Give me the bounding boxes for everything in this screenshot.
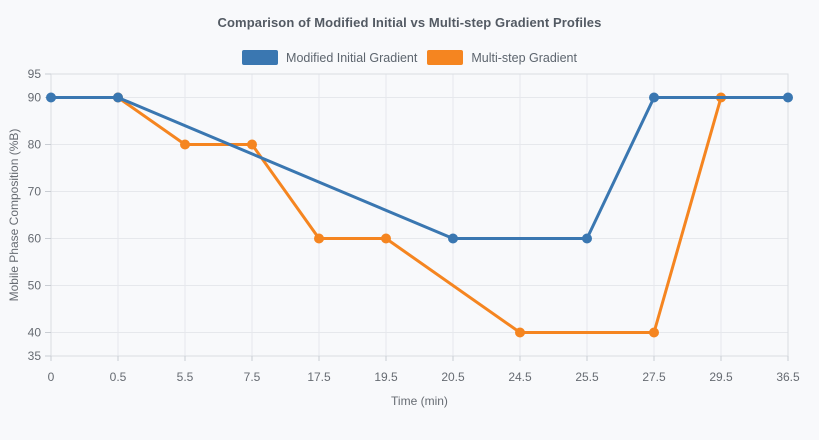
series-line[interactable] (116, 96, 723, 334)
data-point-marker[interactable] (247, 139, 257, 150)
x-tick-label: 20.5 (441, 370, 465, 384)
axis-ticks-and-labels: 35 40 50 60 70 80 90 95 0 0.5 5.5 7.5 17.5 19.5 20.5 24… (28, 67, 800, 384)
y-tick-label: 50 (28, 279, 42, 293)
grid-lines (50, 73, 789, 357)
legend-item-modified-initial-gradient[interactable]: Modified Initial Gradient (242, 50, 417, 65)
series-multi-step-gradient[interactable] (113, 92, 726, 338)
x-tick-label: 24.5 (508, 370, 532, 384)
x-tick-label: 36.5 (776, 370, 800, 384)
data-point-marker[interactable] (649, 92, 659, 103)
x-tick-label: 17.5 (307, 370, 331, 384)
data-point-marker[interactable] (314, 233, 324, 244)
y-tick-label: 35 (28, 349, 42, 363)
data-point-marker[interactable] (515, 327, 525, 338)
y-axis-title: Mobile Phase Composition (%B) (7, 128, 21, 302)
legend-label: Modified Initial Gradient (286, 50, 418, 65)
series-line[interactable] (49, 96, 790, 240)
x-tick-label: 5.5 (177, 370, 194, 384)
x-tick-label: 27.5 (642, 370, 666, 384)
data-point-marker[interactable] (113, 92, 123, 103)
legend-item-multi-step-gradient[interactable]: Multi-step Gradient (427, 50, 577, 65)
y-tick-label: 80 (28, 138, 42, 152)
y-tick-label: 90 (28, 91, 42, 105)
chart-title: Comparison of Modified Initial vs Multi-… (217, 15, 602, 30)
legend-label: Multi-step Gradient (471, 50, 577, 65)
x-tick-label: 29.5 (709, 370, 733, 384)
x-axis-title: Time (min) (391, 394, 448, 408)
data-point-marker[interactable] (783, 92, 793, 103)
x-tick-label: 7.5 (244, 370, 261, 384)
data-point-marker[interactable] (381, 233, 391, 244)
y-tick-label: 70 (28, 185, 42, 199)
x-tick-label: 19.5 (374, 370, 398, 384)
data-point-marker[interactable] (649, 327, 659, 338)
legend-swatch (242, 50, 279, 65)
y-tick-label: 95 (28, 67, 42, 81)
y-tick-label: 60 (28, 232, 42, 246)
legend-swatch (427, 50, 464, 65)
data-point-marker[interactable] (46, 92, 56, 103)
series-modified-initial-gradient[interactable] (46, 92, 793, 244)
plot-border (50, 73, 789, 357)
legend: Modified Initial Gradient Multi-step Grad… (0, 50, 819, 65)
data-point-marker[interactable] (448, 233, 458, 244)
x-tick-label: 0 (48, 370, 55, 384)
x-tick-label: 25.5 (575, 370, 599, 384)
data-point-marker[interactable] (180, 139, 190, 150)
data-point-marker[interactable] (582, 233, 592, 244)
x-tick-label: 0.5 (110, 370, 127, 384)
y-tick-label: 40 (28, 326, 42, 340)
